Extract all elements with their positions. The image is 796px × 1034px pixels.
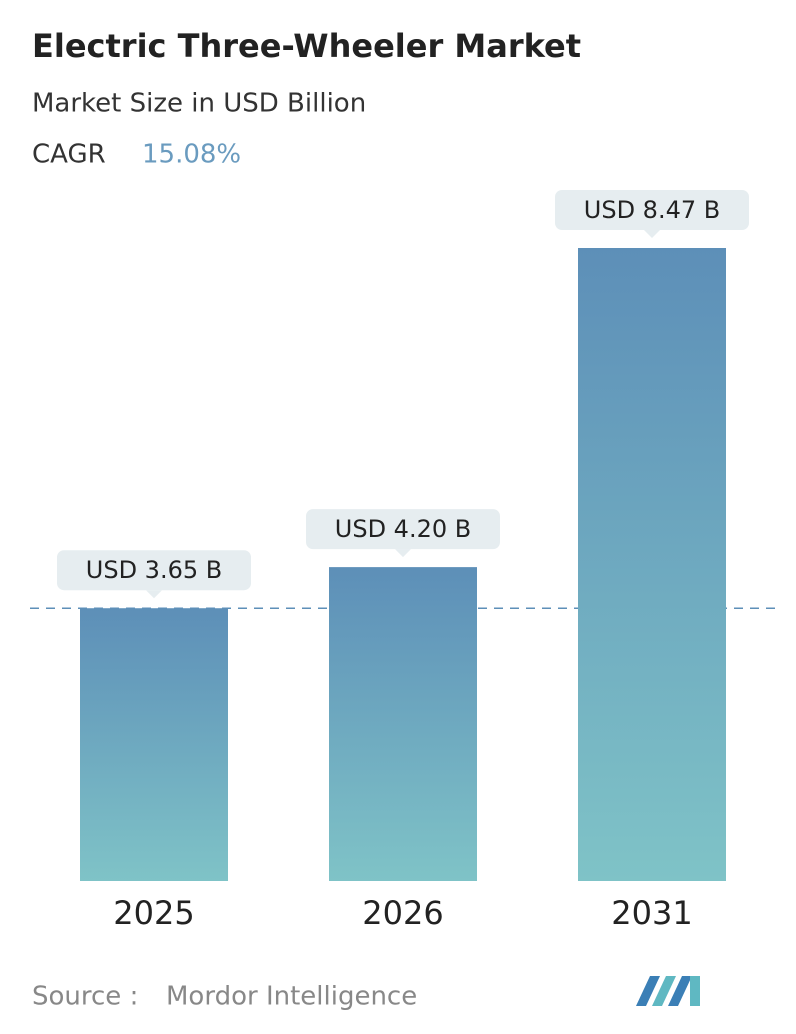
chart-title: Electric Three-Wheeler Market bbox=[32, 27, 581, 65]
chart-subtitle: Market Size in USD Billion bbox=[32, 89, 366, 119]
logo bbox=[636, 976, 700, 1006]
x-tick-label: 2025 bbox=[113, 894, 194, 932]
value-label: USD 3.65 B bbox=[86, 556, 222, 584]
cagr-label: CAGR bbox=[32, 140, 106, 170]
source-name: Mordor Intelligence bbox=[166, 982, 417, 1012]
value-label: USD 8.47 B bbox=[584, 196, 720, 224]
bar bbox=[578, 248, 726, 881]
bar bbox=[80, 608, 228, 881]
value-label-pointer bbox=[146, 590, 162, 599]
bar bbox=[329, 567, 477, 881]
value-label-box bbox=[555, 190, 749, 230]
source-label: Source : bbox=[32, 982, 138, 1012]
value-label-pointer bbox=[644, 230, 660, 238]
x-tick-label: 2031 bbox=[611, 894, 692, 932]
value-label-box bbox=[306, 509, 500, 550]
value-label-box bbox=[57, 550, 251, 591]
cagr-value: 15.08% bbox=[142, 140, 241, 170]
value-label: USD 4.20 B bbox=[335, 515, 471, 543]
x-tick-label: 2026 bbox=[362, 894, 443, 932]
value-label-pointer bbox=[395, 549, 411, 558]
